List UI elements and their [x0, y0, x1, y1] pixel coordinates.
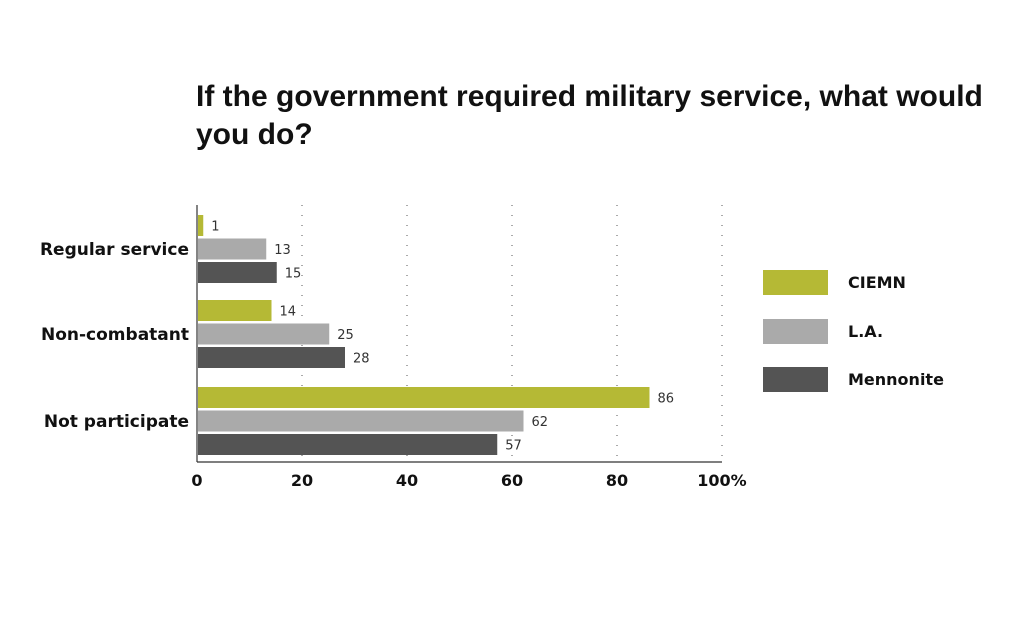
bar	[198, 262, 277, 283]
data-label: 28	[353, 352, 370, 367]
bar	[198, 410, 524, 432]
legend-label: CIEMN	[848, 273, 906, 292]
x-tick-label: 40	[396, 471, 418, 490]
category-label: Non-combatant	[41, 325, 189, 345]
data-label: 62	[532, 415, 549, 430]
x-tick-label: 80	[606, 471, 628, 490]
legend-swatch	[763, 319, 828, 344]
data-label: 57	[505, 439, 522, 454]
data-label: 14	[280, 305, 297, 320]
legend-label: Mennonite	[848, 370, 944, 389]
x-tick-label: 60	[501, 471, 523, 490]
data-label: 1	[211, 220, 219, 235]
chart-title: If the government required military serv…	[196, 80, 983, 151]
bar	[198, 300, 272, 321]
data-label: 25	[337, 328, 354, 343]
x-tick-label: 100%	[697, 471, 746, 490]
category-label: Regular service	[40, 240, 189, 260]
legend-swatch	[763, 270, 828, 295]
data-label: 15	[285, 267, 302, 282]
bar	[198, 323, 330, 345]
legend-swatch	[763, 367, 828, 392]
category-label: Not participate	[44, 412, 189, 432]
data-label: 13	[274, 243, 291, 258]
x-tick-label: 0	[191, 471, 202, 490]
bar	[198, 238, 267, 260]
bar	[198, 387, 650, 408]
bar	[198, 347, 345, 368]
bar	[198, 434, 498, 455]
data-label: 86	[658, 392, 675, 407]
bar	[198, 215, 204, 236]
legend-label: L.A.	[848, 322, 883, 341]
x-tick-label: 20	[291, 471, 313, 490]
